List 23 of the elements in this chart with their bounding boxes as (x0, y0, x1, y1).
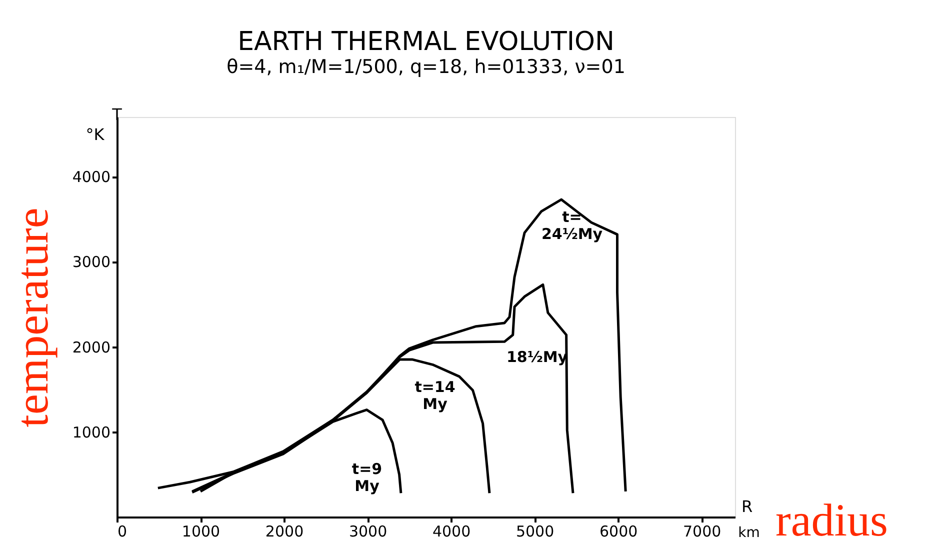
chart-title: EARTH THERMAL EVOLUTION (238, 27, 614, 57)
y-axis-title: temperature (6, 208, 58, 428)
y-tick-label: 3000 (72, 253, 110, 272)
annotation: t=9 My (352, 460, 382, 495)
x-tick-label: 1000 (182, 522, 220, 540)
y-tick-label: 4000 (72, 168, 110, 186)
y-tick-label: 1000 (72, 423, 110, 442)
text: °K (86, 125, 105, 144)
x-axis-title: radius (776, 494, 888, 546)
x-tick-label: 7000 (683, 522, 722, 540)
x-tick-label: 6000 (599, 522, 638, 540)
annotation: 18½My (506, 348, 568, 366)
x-tick-label: 0 (118, 522, 128, 540)
y-tick-label: 2000 (72, 338, 110, 356)
annotation: t= 24½My (541, 208, 603, 243)
x-tick-label: 5000 (516, 522, 554, 540)
annotation: t=14 My (414, 378, 456, 413)
x-tick-label: 4000 (432, 522, 471, 540)
x-tick-label: 3000 (348, 522, 388, 540)
chart-subtitle: θ=4, m₁/M=1/500, q=18, h=01333, ν=01 (226, 56, 626, 78)
text: km (738, 525, 760, 541)
x-tick-label: 2000 (265, 522, 304, 540)
text: R (741, 497, 753, 516)
